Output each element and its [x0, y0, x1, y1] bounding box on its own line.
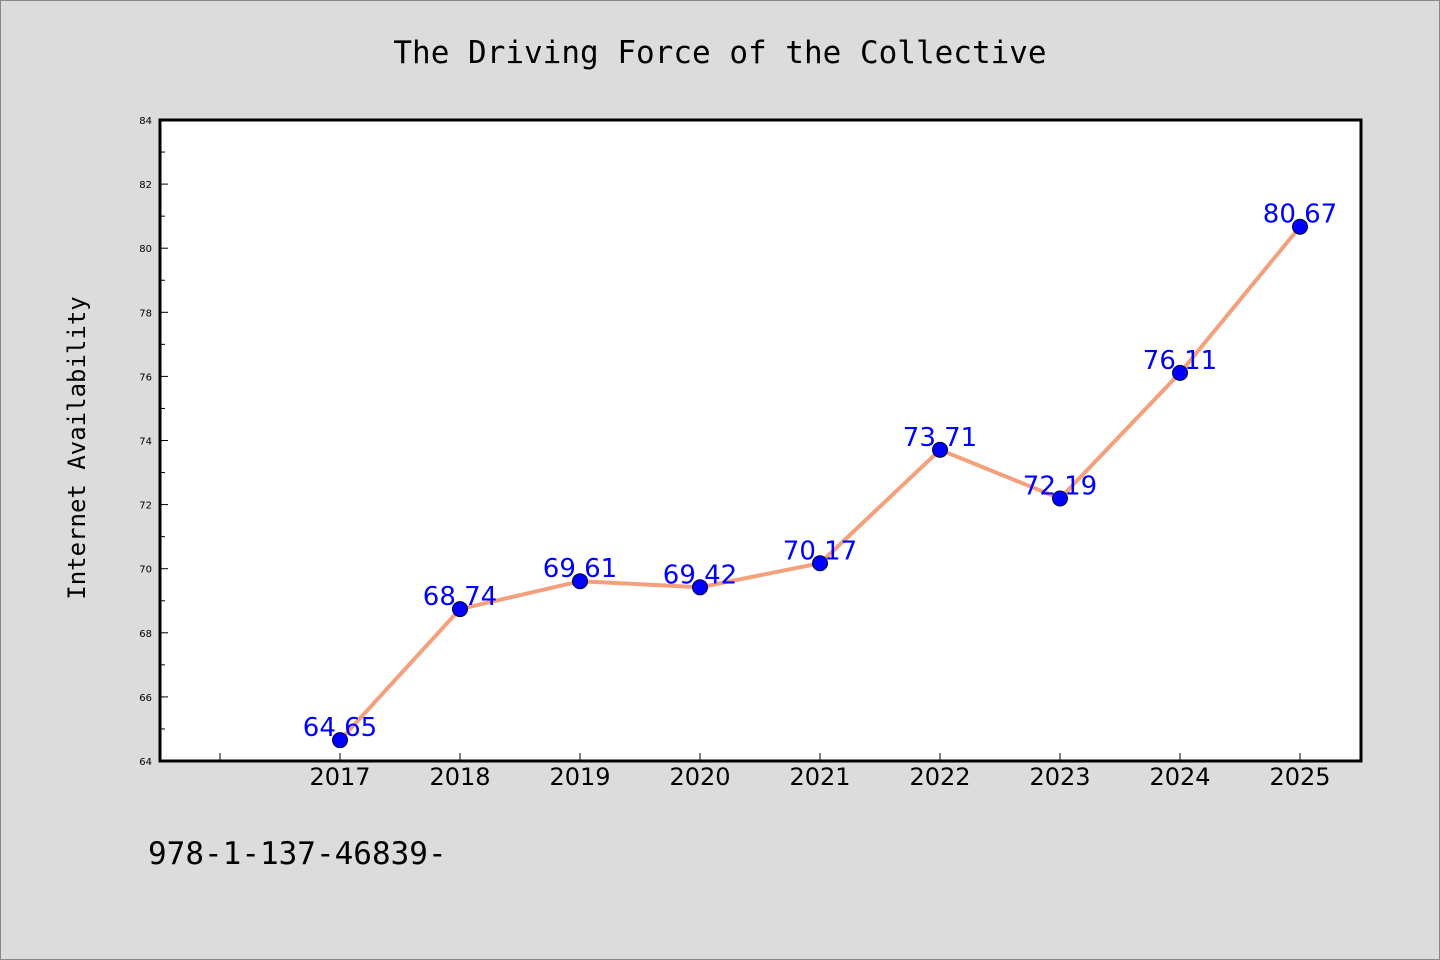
footer-code: 978-1-137-46839- [148, 836, 447, 872]
x-tick-label: 2025 [1269, 763, 1330, 791]
data-label: 72.19 [1023, 472, 1097, 502]
x-tick-label: 2021 [789, 763, 850, 791]
data-point [1172, 364, 1188, 381]
data-label: 70.17 [783, 536, 857, 566]
data-point [572, 573, 588, 590]
y-tick-label: 66 [139, 693, 152, 704]
data-label: 76.11 [1143, 346, 1217, 376]
y-tick-label: 74 [139, 437, 152, 448]
data-label: 80.67 [1263, 200, 1337, 230]
data-point [452, 601, 468, 618]
x-tick-label: 2022 [909, 763, 970, 791]
data-point [932, 441, 948, 458]
x-tick-label: 2023 [1029, 763, 1090, 791]
y-tick-label: 72 [139, 501, 152, 512]
y-tick-label: 82 [139, 180, 152, 191]
y-tick-label: 70 [139, 565, 152, 576]
y-tick-label: 78 [139, 308, 152, 319]
y-tick-label: 76 [139, 372, 152, 383]
data-point [1292, 218, 1308, 235]
x-tick-label: 2018 [429, 763, 490, 791]
data-labels: 64.65 68.74 69.61 69.42 70.17 73.71 72.19 76.11… [303, 200, 1337, 743]
data-label: 69.61 [543, 554, 617, 584]
data-label: 73.71 [903, 423, 977, 453]
x-tick-label: 2020 [669, 763, 730, 791]
x-tick-label: 2024 [1149, 763, 1210, 791]
y-axis: 64 66 68 70 72 74 76 78 80 82 84 [139, 116, 168, 768]
data-point [692, 579, 708, 596]
data-label: 64.65 [303, 713, 377, 743]
data-point [1052, 490, 1068, 507]
y-tick-label: 84 [139, 116, 152, 127]
y-tick-label: 80 [139, 244, 152, 255]
data-point [332, 732, 348, 749]
x-tick-label: 2017 [309, 763, 370, 791]
chart-title: The Driving Force of the Collective [393, 35, 1046, 71]
data-label: 68.74 [423, 582, 497, 612]
data-label: 69.42 [663, 560, 737, 590]
series-markers [332, 218, 1308, 749]
y-axis-label: Internet Availability [63, 296, 91, 599]
x-tick-label: 2019 [549, 763, 610, 791]
y-tick-label: 64 [139, 757, 152, 768]
y-tick-label: 68 [139, 629, 152, 640]
x-axis: 2017 2018 2019 2020 2021 2022 2023 2024 2025 [219, 753, 1331, 791]
data-point [812, 555, 828, 572]
plot-area [158, 118, 1363, 763]
